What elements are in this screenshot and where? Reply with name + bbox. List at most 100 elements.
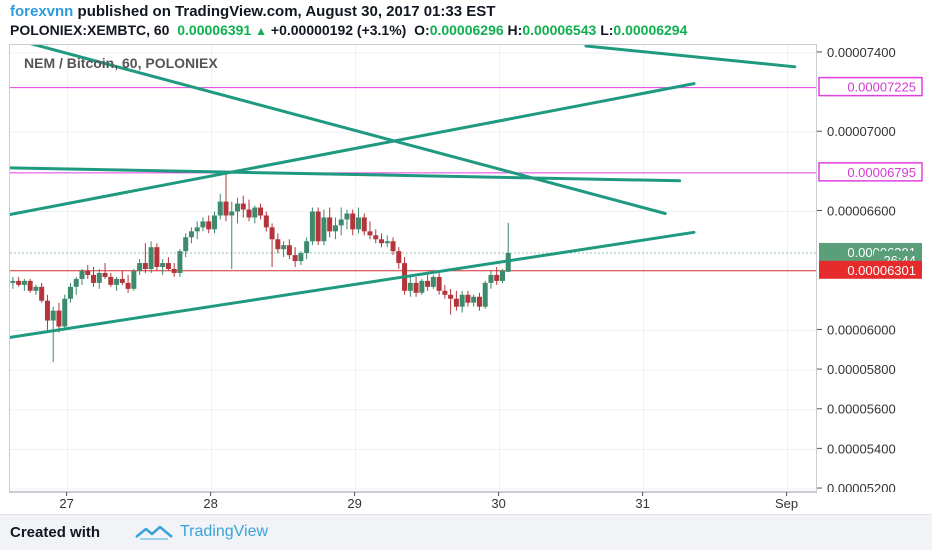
candle-body [367,231,373,236]
price-tick-label: 0.00006600 [827,204,896,219]
candle-body [269,227,275,240]
candle-body [102,272,108,277]
candle-body [258,207,264,216]
symbol-info: POLONIEX:XEMBTC, 60 0.00006391 ▲ +0.0000… [10,22,687,38]
time-tick-label: 28 [203,496,217,511]
candle-body [229,211,235,216]
candle-body [235,203,241,212]
published-text: published on TradingView.com, August 30,… [73,3,496,20]
up-triangle-icon: ▲ [255,24,267,38]
candle-body [183,237,189,252]
candle-body [344,213,350,220]
candle-body [154,247,160,268]
chart-pane[interactable]: NEM / Bitcoin, 60, POLONIEX [9,44,817,492]
candle-body [390,241,396,252]
candle-body [125,282,131,289]
candle-body [165,263,171,269]
pane-title: NEM / Bitcoin, 60, POLONIEX [24,55,218,71]
candle-body [171,269,177,273]
price-tick-label: 0.00006000 [827,322,896,337]
candle-body [494,274,500,281]
candle-body [442,290,448,295]
price-axis-svg: 0.00007400 0.00007000 0.00006600 0.00006000… [817,45,923,496]
candle-body [425,280,431,287]
candle-body [315,211,321,242]
trendline [10,166,682,183]
symbol-label: POLONIEX:XEMBTC, 60 [10,22,170,38]
candle-body [338,219,344,226]
trendline [10,82,696,216]
time-tick-label: 29 [347,496,361,511]
trendline [30,45,667,215]
candle-body [361,217,367,232]
candle-body [471,296,477,303]
candle-body [206,221,212,230]
candle-body [304,241,310,254]
candle-body [50,310,56,321]
candle-body [252,207,258,218]
price-tick-label: 0.00007400 [827,45,896,60]
price-tick-label: 0.00005800 [827,362,896,377]
candle-body [240,203,246,210]
candle-body [33,286,39,291]
candle-body [350,213,356,230]
created-with-label: Created with [10,524,101,541]
high-label: H: [507,22,523,38]
candle-body [453,298,459,307]
candle-body [407,282,413,291]
candle-body [396,251,402,264]
candle-body [459,294,465,307]
candle-body [332,225,338,232]
open-label: O: [414,22,430,38]
price-tick-label: 0.00007000 [827,124,896,139]
footer-bar: Created with TradingView [0,514,932,550]
last-price: 0.00006391 [177,22,252,38]
candle-body [223,201,229,216]
candle-body [211,215,217,230]
time-tick-label: 30 [491,496,505,511]
candle-body [327,217,333,232]
candle-body [499,270,505,281]
candle-body [292,255,298,262]
price-axis[interactable]: 0.00007400 0.00007000 0.00006600 0.00006000… [817,44,932,496]
tradingview-cloud-icon[interactable] [134,523,174,548]
publish-info: forexvnn published on TradingView.com, A… [10,3,495,20]
time-tick-label: Sep [775,496,798,511]
change-value: +0.00000192 (+3.1%) [270,22,407,38]
low-value: 0.00006294 [613,22,688,38]
author-link[interactable]: forexvnn [10,3,74,20]
time-axis[interactable]: 27 28 29 30 31 Sep [9,492,817,514]
candle-body [281,245,287,250]
trendline [10,230,696,339]
candle-body [21,280,27,285]
candle-body [131,270,137,289]
candlestick-plot[interactable] [10,45,817,492]
price-tick-label: 0.00005200 [827,481,896,492]
candle-body [217,201,223,216]
time-axis-svg: 27 28 29 30 31 Sep [9,492,817,511]
candle-body [448,294,454,299]
candle-body [275,239,281,250]
trendline [584,45,797,69]
price-label-box [819,260,922,279]
open-value: 0.00006296 [429,22,504,38]
time-tick-label: 31 [635,496,649,511]
candle-body [263,215,269,228]
candle-body [91,274,97,283]
candle-body [177,251,183,273]
candle-body [419,280,425,293]
candle-body [246,209,252,218]
price-tick-label: 0.00005400 [827,441,896,456]
candle-body [430,276,436,287]
candle-body [85,270,91,275]
candle-body [379,239,385,244]
tradingview-brand-link[interactable]: TradingView [180,523,269,540]
candle-body [160,263,166,268]
candle-body [73,278,79,287]
candle-body [10,280,16,283]
price-tick-label: 0.00005600 [827,402,896,417]
candle-body [56,310,62,327]
candle-body [309,211,315,242]
candle-body [286,245,292,256]
candle-body [194,227,200,232]
